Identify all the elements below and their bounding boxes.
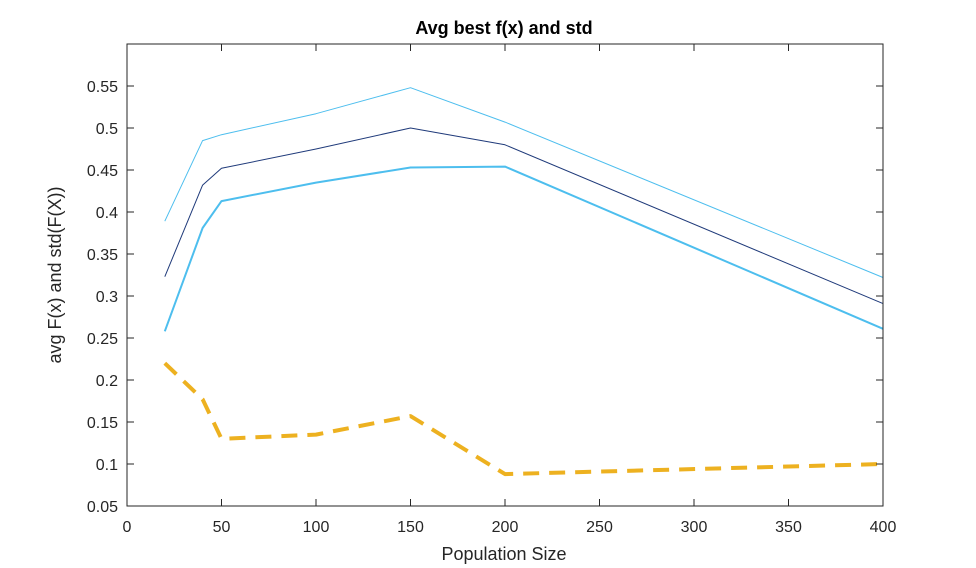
series-line-3 — [163, 165, 884, 332]
series-line-2 — [164, 127, 884, 305]
x-tick-label: 100 — [303, 519, 330, 536]
x-tick-label: 0 — [123, 519, 132, 536]
chart-title: Avg best f(x) and std — [415, 18, 592, 38]
x-axis-title: Population Size — [441, 544, 566, 564]
x-tick-label: 300 — [681, 519, 708, 536]
series-line-4 — [163, 361, 884, 477]
y-tick-label: 0.05 — [87, 499, 118, 516]
y-tick-label: 0.2 — [96, 373, 118, 390]
series-line-1 — [164, 87, 884, 278]
x-tick-label: 350 — [775, 519, 802, 536]
x-tick-label: 50 — [213, 519, 231, 536]
y-tick-label: 0.3 — [96, 289, 118, 306]
y-tick-label: 0.5 — [96, 121, 118, 138]
x-tick-label: 250 — [586, 519, 613, 536]
x-axis-ticks: 0 50 100 150 200 250 300 350 400 — [123, 44, 897, 536]
y-tick-label: 0.15 — [87, 415, 118, 432]
y-tick-label: 0.45 — [87, 163, 118, 180]
x-tick-label: 200 — [492, 519, 519, 536]
x-tick-label: 150 — [397, 519, 424, 536]
y-tick-label: 0.35 — [87, 247, 118, 264]
y-tick-label: 0.25 — [87, 331, 118, 348]
y-axis-ticks: 0.05 0.1 0.15 0.2 0.25 0.3 0.35 0.4 0.45 0.5 0.55 — [87, 79, 883, 516]
series-layer — [163, 87, 884, 477]
x-tick-label: 400 — [870, 519, 897, 536]
y-axis-title: avg F(x) and std(F(X)) — [45, 186, 65, 363]
y-tick-label: 0.4 — [96, 205, 118, 222]
y-tick-label: 0.55 — [87, 79, 118, 96]
y-tick-label: 0.1 — [96, 457, 118, 474]
